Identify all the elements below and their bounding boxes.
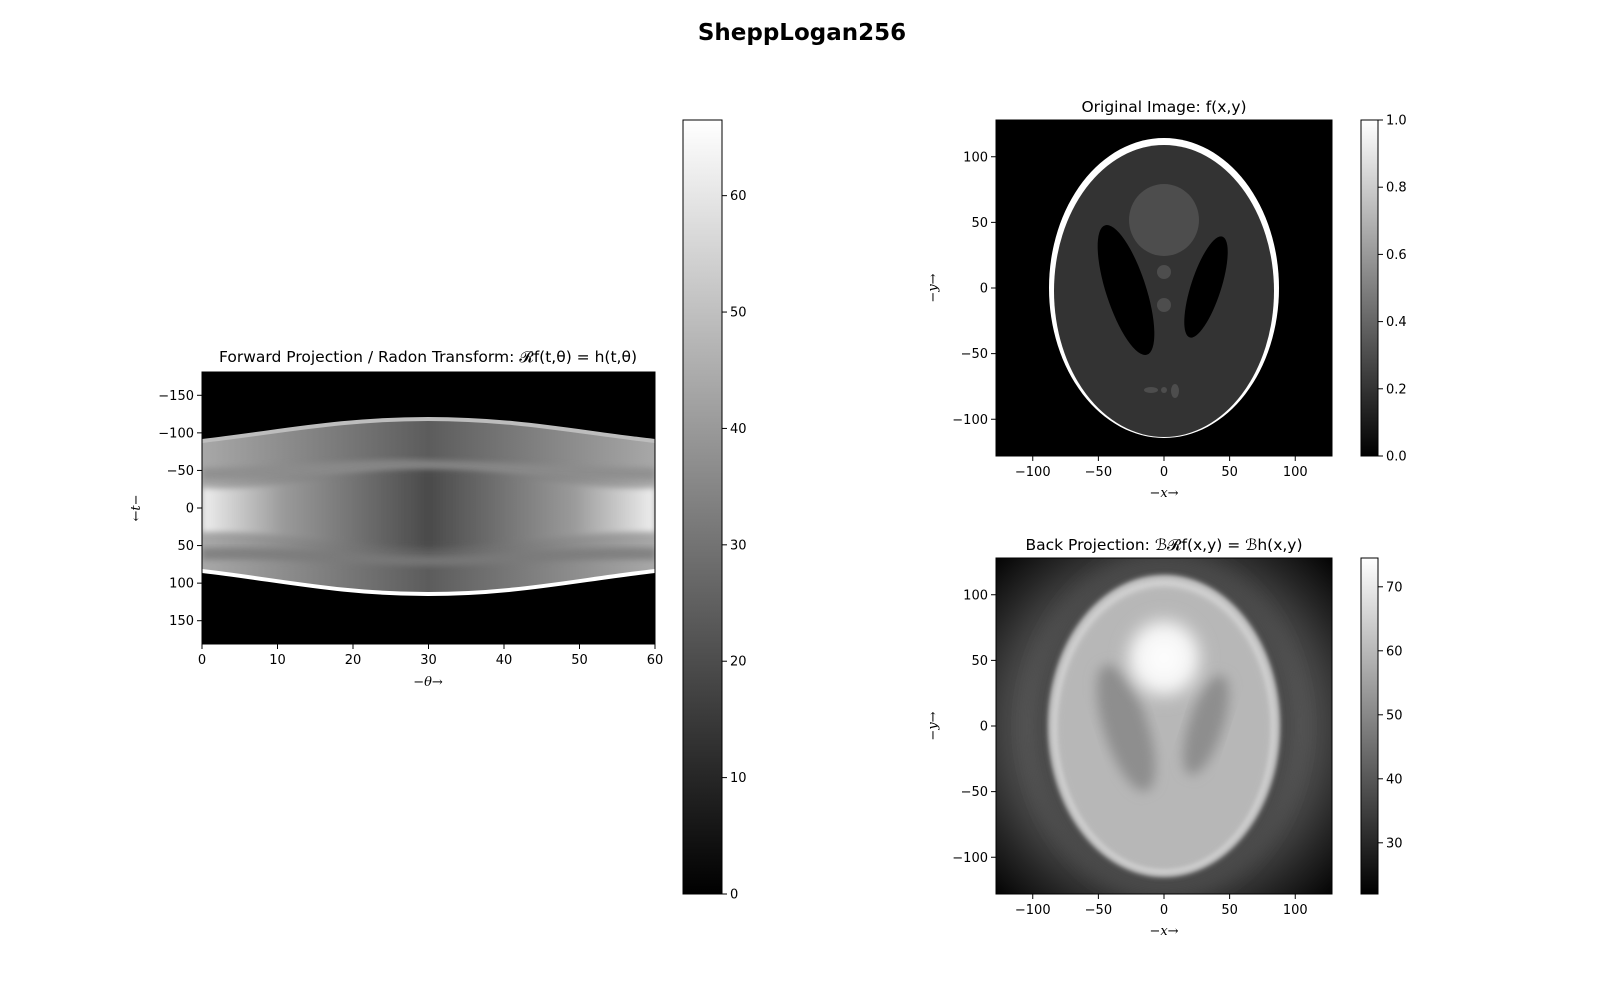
sinogram-colorbar-tick-label: 20 — [730, 655, 747, 670]
phantom-bottom-blob-2 — [1161, 387, 1167, 393]
sinogram-colorbar-tick-label: 40 — [730, 422, 747, 437]
original-xtick-label: 0 — [1160, 465, 1168, 480]
phantom-small-blob-1 — [1157, 265, 1171, 279]
backprojection-colorbar-tick-label: 60 — [1386, 644, 1403, 659]
sinogram-y-label: ←t− — [129, 494, 144, 521]
sinogram-xtick-label: 10 — [269, 653, 286, 668]
figure-title: SheppLogan256 — [698, 20, 906, 46]
original-colorbar-tick-label: 0.4 — [1386, 315, 1407, 330]
sinogram-ytick-label: 100 — [169, 577, 194, 592]
backprojection-x-label: −x→ — [1149, 924, 1178, 939]
sinogram-edge-bottom — [202, 569, 655, 597]
phantom-ventricle-right — [1184, 236, 1228, 338]
backprojection-xtick-label: −50 — [1085, 903, 1112, 918]
sinogram-title: Forward Projection / Radon Transform: 𝓡f… — [219, 348, 637, 366]
backprojection-y-label: −y→ — [926, 711, 941, 740]
sinogram-image — [202, 372, 655, 644]
phantom-brain — [1054, 145, 1274, 437]
sinogram-ytick-label: 50 — [177, 539, 194, 554]
backprojection-xtick-label: 50 — [1221, 903, 1238, 918]
sinogram-core — [202, 469, 655, 548]
original-colorbar-tick-label: 1.0 — [1386, 114, 1407, 129]
backprojection-colorbar-tick-label: 50 — [1386, 708, 1403, 723]
backprojection-colorbar — [1360, 557, 1379, 895]
backprojection-x-ticks: −100 −50 0 50 100 — [1015, 894, 1308, 918]
sinogram-xtick-label: 20 — [345, 653, 362, 668]
backprojection-xtick-label: −100 — [1015, 903, 1051, 918]
sinogram-panel: Forward Projection / Radon Transform: 𝓡f… — [129, 119, 747, 903]
sinogram-edge-top — [202, 416, 655, 443]
backprojection-ytick-label: 100 — [963, 588, 988, 603]
original-y-ticks: −100 −50 0 50 100 — [952, 150, 996, 428]
original-xtick-label: 100 — [1283, 465, 1308, 480]
original-xtick-label: 50 — [1221, 465, 1238, 480]
sinogram-xtick-label: 0 — [198, 653, 206, 668]
original-title: Original Image: f(x,y) — [1081, 98, 1246, 116]
sinogram-colorbar-tick-label: 10 — [730, 771, 747, 786]
sinogram-xtick-label: 30 — [420, 653, 437, 668]
backprojection-xtick-label: 100 — [1283, 903, 1308, 918]
sinogram-colorbar — [682, 119, 723, 895]
phantom-ventricle-left — [1097, 225, 1155, 355]
phantom-bottom-blob-3 — [1171, 384, 1179, 398]
sinogram-ytick-label: 0 — [186, 502, 194, 517]
backprojection-ytick-label: −100 — [952, 851, 988, 866]
sinogram-x-label: −θ→ — [413, 675, 443, 690]
backprojection-ytick-label: 0 — [980, 720, 988, 735]
backprojection-xtick-label: 0 — [1160, 903, 1168, 918]
original-ytick-label: 50 — [971, 216, 988, 231]
original-colorbar — [1360, 119, 1379, 457]
original-x-label: −x→ — [1149, 486, 1178, 501]
original-y-label: −y→ — [926, 273, 941, 302]
backprojection-ytick-label: −50 — [961, 785, 988, 800]
phantom-small-blob-2 — [1157, 298, 1171, 312]
sinogram-band-lower — [202, 547, 655, 566]
backprojection-image — [996, 558, 1332, 894]
backprojection-ytick-label: 50 — [971, 654, 988, 669]
backprojection-colorbar-tick-label: 40 — [1386, 772, 1403, 787]
sinogram-ytick-label: −100 — [158, 426, 194, 441]
original-colorbar-tick-label: 0.8 — [1386, 181, 1407, 196]
sinogram-xtick-label: 40 — [496, 653, 513, 668]
sinogram-colorbar-tick-label: 50 — [730, 306, 747, 321]
original-colorbar-ticks: 0.0 0.2 0.4 0.6 0.8 1.0 — [1378, 114, 1407, 465]
original-ytick-label: −100 — [952, 413, 988, 428]
sinogram-xtick-label: 50 — [571, 653, 588, 668]
original-ytick-label: 100 — [963, 150, 988, 165]
sinogram-x-ticks: 0 10 20 30 40 50 60 — [198, 644, 663, 668]
sinogram-colorbar-ticks: 0 10 20 30 40 50 60 — [722, 189, 747, 903]
backprojection-y-ticks: −100 −50 0 50 100 — [952, 588, 996, 866]
backprojection-panel: Back Projection: ℬ𝓡f(x,y) = ℬh(x,y) −100… — [926, 536, 1403, 939]
original-panel: Original Image: f(x,y) −100 −50 0 50 100 −10… — [926, 98, 1407, 501]
sinogram-ytick-label: −50 — [167, 464, 194, 479]
sinogram-y-ticks: −150 −100 −50 0 50 100 150 — [158, 389, 202, 629]
original-colorbar-tick-label: 0.0 — [1386, 450, 1407, 465]
original-colorbar-tick-label: 0.2 — [1386, 382, 1407, 397]
bp-brain — [1057, 587, 1271, 871]
backprojection-title: Back Projection: ℬ𝓡f(x,y) = ℬh(x,y) — [1025, 536, 1302, 554]
bp-top-blob — [1118, 610, 1210, 706]
original-ytick-label: 0 — [980, 282, 988, 297]
original-x-ticks: −100 −50 0 50 100 — [1015, 456, 1308, 480]
original-xtick-label: −50 — [1085, 465, 1112, 480]
sinogram-colorbar-tick-label: 60 — [730, 189, 747, 204]
original-ytick-label: −50 — [961, 347, 988, 362]
sinogram-colorbar-tick-label: 30 — [730, 538, 747, 553]
sinogram-ytick-label: −150 — [158, 389, 194, 404]
original-colorbar-tick-label: 0.6 — [1386, 248, 1407, 263]
sinogram-ytick-label: 150 — [169, 614, 194, 629]
backprojection-colorbar-ticks: 30 40 50 60 70 — [1378, 580, 1403, 851]
phantom-bottom-blob-1 — [1144, 387, 1158, 393]
original-xtick-label: −100 — [1015, 465, 1051, 480]
sinogram-colorbar-tick-label: 0 — [730, 888, 738, 903]
sinogram-xtick-label: 60 — [647, 653, 664, 668]
phantom-top-blob — [1129, 184, 1199, 256]
original-image — [996, 120, 1332, 456]
sinogram-band-upper — [202, 459, 655, 480]
backprojection-colorbar-tick-label: 70 — [1386, 580, 1403, 595]
bp-ventricle-left — [1096, 664, 1156, 792]
backprojection-colorbar-tick-label: 30 — [1386, 836, 1403, 851]
bp-ventricle-right — [1183, 675, 1229, 775]
